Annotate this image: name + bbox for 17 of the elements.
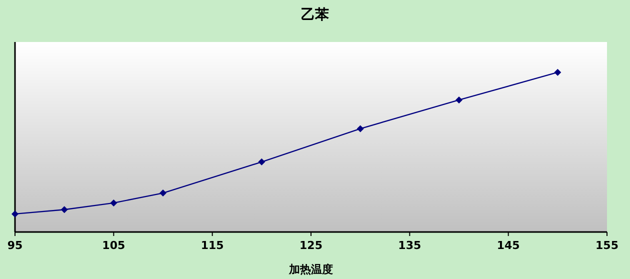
x-tick-label: 155 [596,239,618,252]
x-tick-label: 125 [300,239,322,252]
point [456,96,462,104]
chart-title: 乙苯 [301,7,330,23]
point [356,125,364,132]
x-tick-label: 95 [7,239,23,252]
x-axis-title: 加热温度 [288,263,333,276]
point [110,199,118,206]
x-tick-label: 145 [496,239,520,252]
x-tick-label: 135 [398,239,422,252]
point [60,206,68,214]
point [554,68,562,76]
point [160,190,166,197]
point [12,210,18,218]
point [258,158,266,166]
x-tick-label: 105 [102,239,126,252]
x-tick-label: 115 [200,239,224,252]
